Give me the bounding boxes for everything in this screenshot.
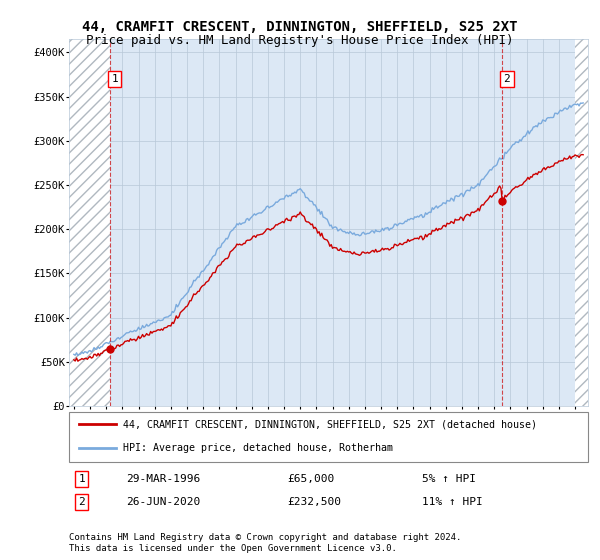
Text: HPI: Average price, detached house, Rotherham: HPI: Average price, detached house, Roth… [124, 443, 394, 453]
Text: 5% ↑ HPI: 5% ↑ HPI [422, 474, 476, 484]
FancyBboxPatch shape [69, 412, 588, 462]
Text: 2: 2 [79, 497, 85, 507]
Text: Contains HM Land Registry data © Crown copyright and database right 2024.
This d: Contains HM Land Registry data © Crown c… [69, 533, 461, 553]
Text: 1: 1 [79, 474, 85, 484]
Text: 11% ↑ HPI: 11% ↑ HPI [422, 497, 482, 507]
Polygon shape [575, 39, 588, 406]
Text: 29-MAR-1996: 29-MAR-1996 [126, 474, 200, 484]
Polygon shape [69, 39, 110, 406]
Text: £232,500: £232,500 [287, 497, 341, 507]
Text: 44, CRAMFIT CRESCENT, DINNINGTON, SHEFFIELD, S25 2XT (detached house): 44, CRAMFIT CRESCENT, DINNINGTON, SHEFFI… [124, 419, 538, 429]
Text: £65,000: £65,000 [287, 474, 334, 484]
Text: Price paid vs. HM Land Registry's House Price Index (HPI): Price paid vs. HM Land Registry's House … [86, 34, 514, 46]
Text: 1: 1 [112, 74, 118, 84]
Text: 26-JUN-2020: 26-JUN-2020 [126, 497, 200, 507]
Text: 2: 2 [503, 74, 510, 84]
Text: 44, CRAMFIT CRESCENT, DINNINGTON, SHEFFIELD, S25 2XT: 44, CRAMFIT CRESCENT, DINNINGTON, SHEFFI… [82, 20, 518, 34]
